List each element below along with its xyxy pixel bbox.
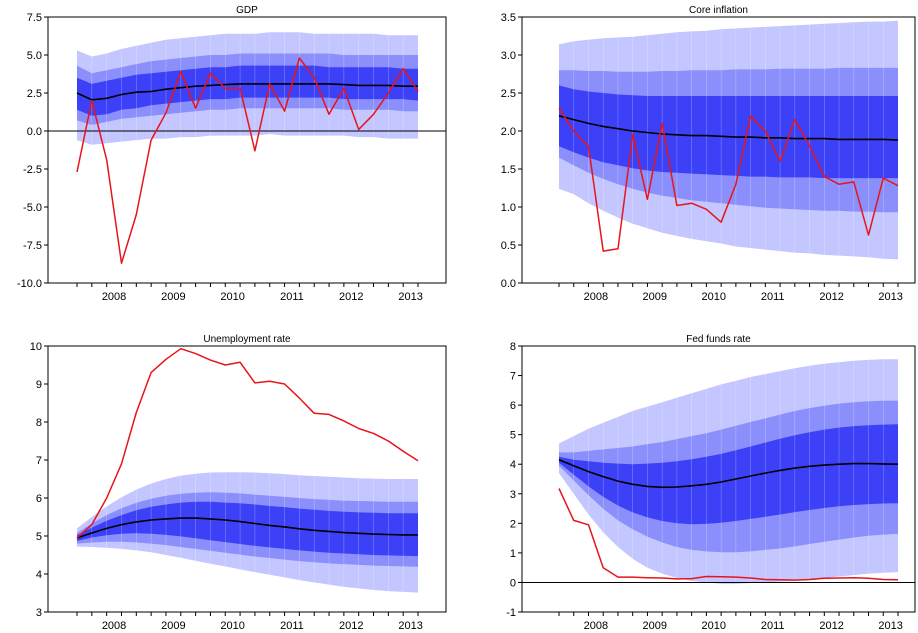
fed-funds-rate-xtick-label: 2008 <box>584 620 608 632</box>
gdp-actual-line <box>76 57 419 264</box>
unemployment-rate-frame <box>47 345 447 613</box>
gdp-panel: GDP 7.5 5.0 2.5 0.0 -2.5 -5.0 -7.5 -10.0 2008 2009… <box>17 5 447 303</box>
gdp-xtick-label: 2008 <box>102 291 126 303</box>
core-inflation-ytick-label: 1.5 <box>501 164 516 176</box>
core-inflation-ytick-label: 0.0 <box>501 278 516 290</box>
core-inflation-ytick-label: 3.5 <box>501 12 516 24</box>
unemployment-rate-xtick-label: 2008 <box>102 620 126 632</box>
fed-funds-rate-band-inner <box>559 424 898 525</box>
gdp-ytick-label: 2.5 <box>27 88 42 100</box>
unemployment-rate-ytick-label: 7 <box>36 455 42 467</box>
core-inflation-frame <box>521 16 916 284</box>
gdp-plot-area <box>48 32 446 264</box>
gdp-ytick-label: -5.0 <box>23 202 42 214</box>
gdp-ytick-label: -2.5 <box>23 164 42 176</box>
gdp-xtick-label: 2010 <box>220 291 244 303</box>
core-inflation-ytick-label: 3.0 <box>501 50 516 62</box>
unemployment-rate-title: Unemployment rate <box>203 334 291 345</box>
gdp-xtick-label: 2011 <box>280 291 304 303</box>
unemployment-rate-ytick-label: 9 <box>36 379 42 391</box>
unemployment-rate-plot-area <box>76 347 419 593</box>
unemployment-rate-xtick-label: 2011 <box>280 620 304 632</box>
unemployment-rate-xtick-label: 2010 <box>220 620 244 632</box>
unemployment-rate-ytick-label: 8 <box>36 417 42 429</box>
fed-funds-rate-ytick-label: 1 <box>510 548 516 560</box>
fed-funds-rate-panel: Fed funds rate 8 7 6 5 4 3 2 1 0 -1 2008 2009 2010 201… <box>506 334 916 632</box>
fed-funds-rate-actual-line <box>558 488 899 581</box>
unemployment-rate-ytick-label: 10 <box>30 341 42 353</box>
gdp-frame <box>47 16 447 284</box>
fed-funds-rate-frame <box>521 345 916 613</box>
fed-funds-rate-xtick-label: 2009 <box>643 620 667 632</box>
gdp-ytick-label: -10.0 <box>17 278 42 290</box>
core-inflation-ytick-label: 0.5 <box>501 240 516 252</box>
fed-funds-rate-ytick-label: 7 <box>510 371 516 383</box>
core-inflation-ytick-label: 2.5 <box>501 88 516 100</box>
fed-funds-rate-ytick-label: -1 <box>506 607 516 619</box>
unemployment-rate-xtick-label: 2013 <box>398 620 422 632</box>
fed-funds-rate-xtick-label: 2011 <box>761 620 785 632</box>
fed-funds-rate-plot-area <box>522 359 915 584</box>
core-inflation-xtick-label: 2013 <box>878 291 902 303</box>
unemployment-rate-ytick-label: 3 <box>36 607 42 619</box>
fed-funds-rate-ytick-label: 6 <box>510 400 516 412</box>
gdp-median-line <box>76 83 418 101</box>
core-inflation-title: Core inflation <box>689 5 748 16</box>
gdp-xtick-label: 2012 <box>339 291 363 303</box>
fed-funds-rate-ytick-label: 0 <box>510 577 516 589</box>
core-inflation-panel: Core inflation 3.5 3.0 2.5 2.0 1.5 1.0 0.5 0.0 20… <box>501 5 916 303</box>
unemployment-rate-median-line <box>76 517 418 539</box>
unemployment-rate-actual-line <box>76 347 419 539</box>
gdp-title: GDP <box>236 5 258 16</box>
core-inflation-xtick-label: 2010 <box>702 291 726 303</box>
core-inflation-xtick-label: 2009 <box>643 291 667 303</box>
core-inflation-xtick-label: 2011 <box>761 291 785 303</box>
unemployment-rate-panel: Unemployment rate 10 9 8 7 6 5 4 3 2008 2009 2010 20… <box>30 334 447 632</box>
gdp-ytick-label: 0.0 <box>27 126 42 138</box>
gdp-xtick-label: 2013 <box>398 291 422 303</box>
core-inflation-xtick-label: 2012 <box>819 291 843 303</box>
core-inflation-plot-area <box>558 20 899 260</box>
fed-funds-rate-median-line <box>558 459 899 489</box>
gdp-ytick-label: 7.5 <box>27 12 42 24</box>
core-inflation-ytick-label: 1.0 <box>501 202 516 214</box>
gdp-band-inner <box>77 65 418 116</box>
core-inflation-ytick-label: 2.0 <box>501 126 516 138</box>
unemployment-rate-xtick-label: 2012 <box>339 620 363 632</box>
core-inflation-xtick-label: 2008 <box>584 291 608 303</box>
unemployment-rate-ytick-label: 5 <box>36 531 42 543</box>
gdp-ytick-label: -7.5 <box>23 240 42 252</box>
unemployment-rate-ytick-label: 4 <box>36 569 42 581</box>
fed-funds-rate-title: Fed funds rate <box>686 334 751 345</box>
fed-funds-rate-xtick-label: 2013 <box>878 620 902 632</box>
fed-funds-rate-ytick-label: 3 <box>510 489 516 501</box>
core-inflation-actual-line <box>558 107 899 252</box>
fed-funds-rate-xtick-label: 2010 <box>702 620 726 632</box>
fed-funds-rate-xtick-label: 2012 <box>819 620 843 632</box>
gdp-ytick-label: 5.0 <box>27 50 42 62</box>
unemployment-rate-xtick-label: 2009 <box>161 620 185 632</box>
fed-funds-rate-ytick-label: 8 <box>510 341 516 353</box>
unemployment-rate-ytick-label: 6 <box>36 493 42 505</box>
gdp-xtick-label: 2009 <box>161 291 185 303</box>
fed-funds-rate-ytick-label: 2 <box>510 518 516 530</box>
fed-funds-rate-ytick-label: 4 <box>510 459 516 471</box>
fed-funds-rate-ytick-label: 5 <box>510 430 516 442</box>
unemployment-rate-band-inner <box>77 501 418 557</box>
core-inflation-median-line <box>558 115 899 141</box>
